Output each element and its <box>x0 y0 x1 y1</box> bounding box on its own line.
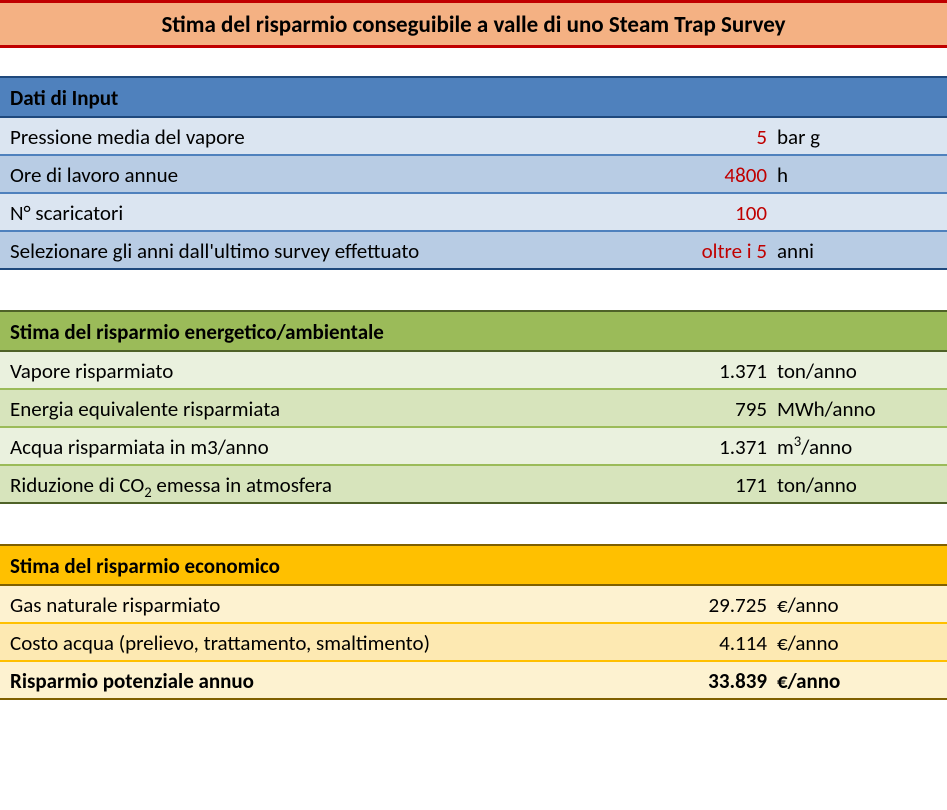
energy-value: 171 <box>647 472 777 498</box>
input-header: Dati di Input <box>0 76 947 118</box>
input-row: Ore di lavoro annue 4800 h <box>0 156 947 194</box>
input-row: N° scaricatori 100 <box>0 194 947 232</box>
energy-label: Vapore risparmiato <box>10 358 647 384</box>
input-row: Pressione media del vapore 5 bar g <box>0 118 947 156</box>
input-value: oltre i 5 <box>647 238 777 264</box>
economic-row: Costo acqua (prelievo, trattamento, smal… <box>0 624 947 662</box>
economic-total-row: Risparmio potenziale annuo 33.839 €/anno <box>0 662 947 700</box>
energy-row: Riduzione di CO2 emessa in atmosfera 171… <box>0 466 947 504</box>
input-label: Pressione media del vapore <box>10 124 647 150</box>
energy-value: 1.371 <box>647 358 777 384</box>
input-unit: h <box>777 162 937 188</box>
spacer <box>0 504 947 544</box>
report: Stima del risparmio conseguibile a valle… <box>0 0 947 700</box>
energy-unit: ton/anno <box>777 358 937 384</box>
input-label: Selezionare gli anni dall'ultimo survey … <box>10 238 647 264</box>
energy-label: Acqua risparmiata in m3/anno <box>10 434 647 460</box>
energy-value: 795 <box>647 396 777 422</box>
energy-row: Energia equivalente risparmiata 795 MWh/… <box>0 390 947 428</box>
input-value: 5 <box>647 124 777 150</box>
page-title: Stima del risparmio conseguibile a valle… <box>0 0 947 48</box>
economic-row: Gas naturale risparmiato 29.725 €/anno <box>0 586 947 624</box>
input-value: 100 <box>647 200 777 226</box>
economic-unit: €/anno <box>777 592 937 618</box>
energy-row: Vapore risparmiato 1.371 ton/anno <box>0 352 947 390</box>
input-label: Ore di lavoro annue <box>10 162 647 188</box>
economic-unit: €/anno <box>777 630 937 656</box>
energy-label: Energia equivalente risparmiata <box>10 396 647 422</box>
economic-label: Risparmio potenziale annuo <box>10 668 647 694</box>
input-row: Selezionare gli anni dall'ultimo survey … <box>0 232 947 270</box>
input-value: 4800 <box>647 162 777 188</box>
economic-label: Gas naturale risparmiato <box>10 592 647 618</box>
energy-value: 1.371 <box>647 434 777 460</box>
input-unit: bar g <box>777 124 937 150</box>
spacer <box>0 48 947 76</box>
economic-value: 33.839 <box>647 668 777 694</box>
economic-header: Stima del risparmio economico <box>0 544 947 586</box>
economic-value: 29.725 <box>647 592 777 618</box>
input-unit: anni <box>777 238 937 264</box>
energy-row: Acqua risparmiata in m3/anno 1.371 m3/an… <box>0 428 947 466</box>
spacer <box>0 270 947 310</box>
energy-header: Stima del risparmio energetico/ambiental… <box>0 310 947 352</box>
economic-label: Costo acqua (prelievo, trattamento, smal… <box>10 630 647 656</box>
energy-label: Riduzione di CO2 emessa in atmosfera <box>10 472 647 498</box>
economic-unit: €/anno <box>777 668 937 694</box>
economic-value: 4.114 <box>647 630 777 656</box>
energy-unit: MWh/anno <box>777 396 937 422</box>
input-label: N° scaricatori <box>10 200 647 226</box>
energy-unit: ton/anno <box>777 472 937 498</box>
energy-unit: m3/anno <box>777 434 937 460</box>
